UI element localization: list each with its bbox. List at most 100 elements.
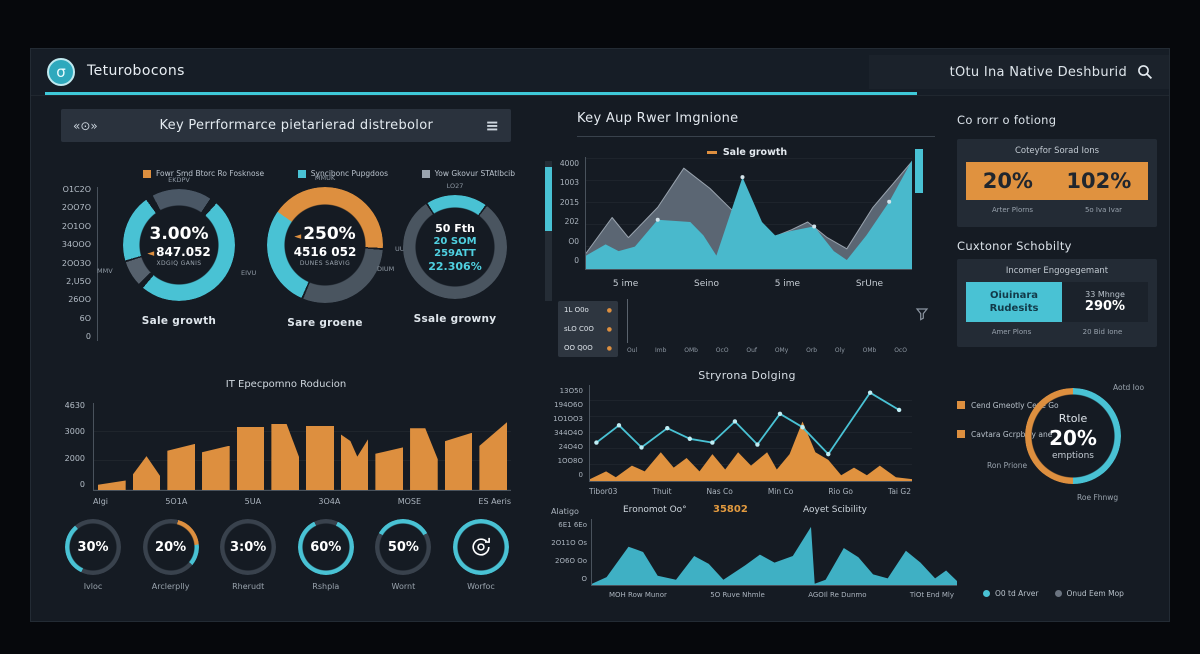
donut-center: ◄ 250% 4516 052 DUNES SABVIG bbox=[267, 187, 383, 303]
area-y-tick-5: 0 bbox=[574, 255, 579, 265]
bar-x-label-3: 3O4A bbox=[318, 497, 341, 506]
mini-x-label-8: OMb bbox=[862, 347, 877, 354]
donut-label: Sare groene bbox=[287, 317, 363, 329]
line-marker bbox=[755, 442, 760, 447]
line-x-label-0: Tibor03 bbox=[589, 487, 618, 496]
legend-swatch bbox=[957, 401, 965, 409]
bottom-chart-y-axis: 6E1 6Eo 2O11O Os 2O6O Oo O bbox=[545, 521, 587, 583]
hamburger-menu-icon[interactable]: ≡ bbox=[485, 116, 499, 135]
line-x-label-3: Min Co bbox=[767, 487, 794, 496]
donut-center-line-1: 20 SOM bbox=[433, 236, 476, 247]
view-icon[interactable]: «⊙» bbox=[73, 118, 98, 133]
bar-y-tick-1: 3000 bbox=[64, 427, 85, 437]
donut-y-tick-4: 2OO3O bbox=[61, 258, 91, 268]
donut-center-text: 20 SOM bbox=[433, 235, 477, 247]
donut-y-tick-7: 6O bbox=[79, 313, 91, 323]
left-panel-title: Key Perrformarce pietarierad distrebolor bbox=[159, 118, 434, 133]
legend-swatch bbox=[297, 169, 306, 178]
donut-chart-3: 50 Fth 20 SOM 259ATT 22.306% LO27 DIUM Ssale g… bbox=[377, 182, 507, 325]
bottom-legend-item-0[interactable]: O0 td Arver bbox=[983, 589, 1039, 598]
arrow-icon: ◄ bbox=[147, 248, 155, 259]
kpi-value bbox=[453, 519, 509, 575]
legend-item-2[interactable]: Yow Gkovur STAtlbcib bbox=[421, 169, 515, 178]
line-y-tick-6: 0 bbox=[578, 471, 583, 479]
kpi-0: 30% Ivloc bbox=[59, 519, 127, 591]
area-marker bbox=[887, 199, 892, 204]
scrollbar-left[interactable] bbox=[545, 161, 552, 301]
scrollbar-right[interactable] bbox=[915, 149, 923, 193]
legend-item-1[interactable]: Syncibonc Pupgdoos bbox=[297, 169, 388, 178]
right-donut-line3: emptions bbox=[1052, 450, 1094, 461]
line-y-tick-0: 13O50 bbox=[559, 387, 583, 395]
card2-title: Incomer Engogegemant bbox=[1005, 266, 1109, 276]
line-marker bbox=[616, 423, 622, 428]
bar-chart-y-axis: 4630 3000 2000 0 bbox=[43, 401, 85, 489]
logo-glyph: σ bbox=[56, 63, 66, 81]
dashboard-window: σ Teturobocons tOtu Ina Native Deshburid… bbox=[30, 48, 1170, 622]
mini-x-label-5: OMy bbox=[774, 347, 789, 354]
scrollbar-left-thumb[interactable] bbox=[545, 167, 552, 231]
area-chart-plot bbox=[585, 157, 912, 270]
app-logo-icon[interactable]: σ bbox=[47, 58, 75, 86]
card1-label-2: 5o Iva Ivar bbox=[1084, 206, 1123, 214]
area-legend-label: Sale growth bbox=[722, 147, 788, 158]
right-donut-chart: Rtole 20% emptions bbox=[1025, 388, 1121, 484]
card1-value-box: 20% 102% bbox=[966, 162, 1148, 200]
topbar-accent-line bbox=[45, 92, 917, 95]
kpi-circle: 60% bbox=[297, 519, 354, 575]
line-marker bbox=[777, 411, 783, 416]
bar-x-label-1: 5O1A bbox=[165, 497, 188, 506]
mini-box-text: OO Q0O bbox=[564, 344, 593, 352]
donut-center-line-2: DUNES SABVIG bbox=[300, 260, 350, 267]
donut-center-line-1: 4516 052 bbox=[294, 245, 357, 259]
bottom-legend-item-1[interactable]: Onud Eem Mop bbox=[1054, 589, 1124, 598]
legend-dot bbox=[983, 590, 990, 597]
donut-y-axis-line bbox=[97, 187, 98, 341]
kpi-circle: 30% bbox=[65, 519, 121, 575]
bar-7 bbox=[340, 434, 369, 490]
area-x-label-3: SrUne bbox=[855, 279, 884, 289]
donut-center: 50 Fth 20 SOM 259ATT 22.306% bbox=[403, 195, 507, 299]
area-chart-legend[interactable]: Sale growth bbox=[577, 147, 917, 158]
donut-center-text: 4516 052 bbox=[293, 244, 357, 259]
bar-9 bbox=[410, 428, 438, 490]
donut-ring bbox=[267, 187, 383, 303]
bar-4 bbox=[236, 426, 265, 490]
line-marker bbox=[687, 436, 693, 441]
area-chart-svg bbox=[586, 160, 912, 269]
donut-center-line-2: XDGIQ GANIS bbox=[157, 260, 202, 267]
mini-x-label-0: Oul bbox=[627, 347, 638, 354]
donut-center-text: XDGIQ GANIS bbox=[156, 259, 202, 267]
donut-label: Sale growth bbox=[141, 315, 217, 327]
topbar: σ Teturobocons tOtu Ina Native Deshburid bbox=[31, 49, 1169, 96]
donut-tag-side: EIVU bbox=[241, 269, 257, 277]
area-y-tick-2: 2015 bbox=[559, 197, 579, 207]
line-marker bbox=[896, 407, 902, 413]
legend-item-0[interactable]: Fowr Smd Btorc Ro Fosknose bbox=[143, 169, 264, 178]
area-x-label-0: 5 ime bbox=[612, 279, 639, 289]
donut-center-line-0: 50 Fth bbox=[435, 222, 475, 235]
search-icon[interactable] bbox=[1137, 64, 1153, 80]
mini-x-label-4: Ouf bbox=[746, 347, 757, 354]
bar-chart-x-labels: Algi 5O1A 5UA 3O4A MOSE ES Aeris bbox=[93, 497, 511, 506]
bar-0 bbox=[98, 480, 126, 490]
right-legend-item-2[interactable]: Cavtara Gcrpbwy ane bbox=[957, 430, 1087, 440]
legend-dash bbox=[706, 151, 717, 154]
bar-x-label-5: ES Aeris bbox=[478, 497, 511, 506]
funnel-icon[interactable] bbox=[915, 307, 929, 321]
legend-swatch bbox=[421, 169, 430, 178]
bottom-area-series bbox=[592, 526, 957, 585]
mini-bar-x-labels: Oul Imb OMb OcO Ouf OMy Orb Oly OMb OcO bbox=[627, 347, 907, 354]
kpi-label: Ivloc bbox=[83, 582, 103, 591]
donut-center-line-0: ◄ 250% bbox=[294, 224, 355, 244]
right-legend-item-1[interactable]: Cend Gmeotly Ceve Go bbox=[957, 401, 1087, 411]
donut-y-tick-0: O1C2O bbox=[62, 185, 91, 194]
donut-y-tick-6: 26OO bbox=[68, 295, 91, 305]
card2-teal-box[interactable]: Oiuinara Rudesits bbox=[966, 282, 1062, 322]
line-y-tick-5: 1OO8O bbox=[557, 457, 583, 465]
kpi-5: Worfoc bbox=[447, 519, 515, 591]
legend-label: Yow Gkovur STAtlbcib bbox=[434, 169, 515, 178]
area-chart-y-axis: 4000 1003 2015 202 O0 0 bbox=[547, 159, 579, 265]
bullet-icon: ● bbox=[606, 306, 612, 314]
line-x-label-2: Nas Co bbox=[706, 487, 733, 496]
